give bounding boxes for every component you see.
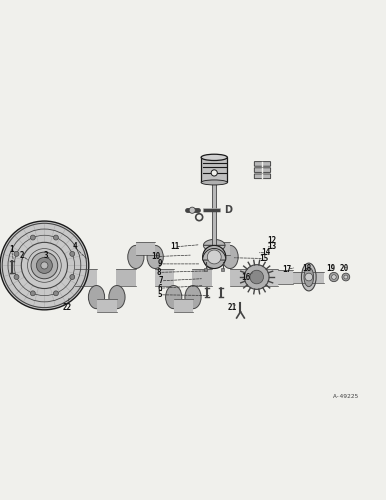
Circle shape [342,273,350,281]
Text: 22: 22 [63,302,72,312]
Circle shape [14,274,19,280]
Ellipse shape [222,246,238,268]
Bar [221,268,224,271]
Text: 14: 14 [262,248,271,257]
Text: 16: 16 [242,272,251,281]
Ellipse shape [166,286,182,308]
Bar [201,158,227,182]
Bar [136,242,155,255]
Circle shape [332,274,336,280]
Bar [262,268,278,285]
Text: 15: 15 [259,254,269,263]
Circle shape [244,264,269,289]
Polygon shape [203,248,226,260]
Text: 20: 20 [340,264,349,273]
Text: 8: 8 [157,268,161,277]
Circle shape [344,275,348,279]
Circle shape [54,291,58,296]
Bar [278,270,293,284]
Text: 21: 21 [228,302,237,312]
Ellipse shape [109,286,125,308]
Ellipse shape [201,180,227,185]
Bar [213,173,216,246]
Bar [204,268,207,271]
Bar [212,242,230,255]
Text: A-49225: A-49225 [333,394,359,399]
Text: 11: 11 [170,242,179,252]
Text: 19: 19 [327,264,336,273]
Ellipse shape [301,263,316,291]
Ellipse shape [185,286,201,308]
Ellipse shape [203,246,220,268]
Ellipse shape [128,246,144,268]
Bar [96,299,117,312]
FancyBboxPatch shape [254,162,271,166]
Text: 13: 13 [267,242,277,250]
Circle shape [41,262,48,269]
FancyBboxPatch shape [254,168,271,172]
Circle shape [70,274,75,280]
FancyBboxPatch shape [254,174,271,178]
Text: 6: 6 [157,284,162,292]
Circle shape [250,270,264,284]
Bar [116,268,136,285]
Circle shape [31,252,58,279]
Bar [75,268,96,285]
Circle shape [30,235,35,240]
Ellipse shape [201,154,227,160]
Polygon shape [203,246,225,252]
Circle shape [36,258,52,274]
Text: 5: 5 [157,290,162,300]
Circle shape [30,291,35,296]
Text: 3: 3 [43,251,48,260]
Circle shape [211,170,217,176]
Ellipse shape [88,286,105,308]
Bar [247,268,262,285]
Circle shape [305,273,313,281]
Bar [230,268,247,285]
Text: 18: 18 [302,264,311,273]
Circle shape [54,235,58,240]
Bar [293,272,324,282]
Text: D: D [224,205,232,215]
Ellipse shape [304,268,313,286]
Text: 9: 9 [158,260,163,268]
Circle shape [189,207,195,214]
Text: 1: 1 [9,246,14,254]
Circle shape [207,250,221,264]
Ellipse shape [147,246,163,268]
Text: 2: 2 [20,252,25,260]
Text: 10: 10 [152,252,161,261]
Text: 7: 7 [158,276,163,285]
Circle shape [0,221,89,310]
Text: 12: 12 [267,236,277,245]
Circle shape [14,252,19,256]
Text: 4: 4 [72,242,77,252]
Circle shape [70,252,75,256]
Polygon shape [203,240,225,246]
Circle shape [203,246,226,268]
Text: 17: 17 [283,265,292,274]
Circle shape [329,272,339,281]
Bar [155,268,174,285]
Bar [174,299,193,312]
Bar [192,268,212,285]
